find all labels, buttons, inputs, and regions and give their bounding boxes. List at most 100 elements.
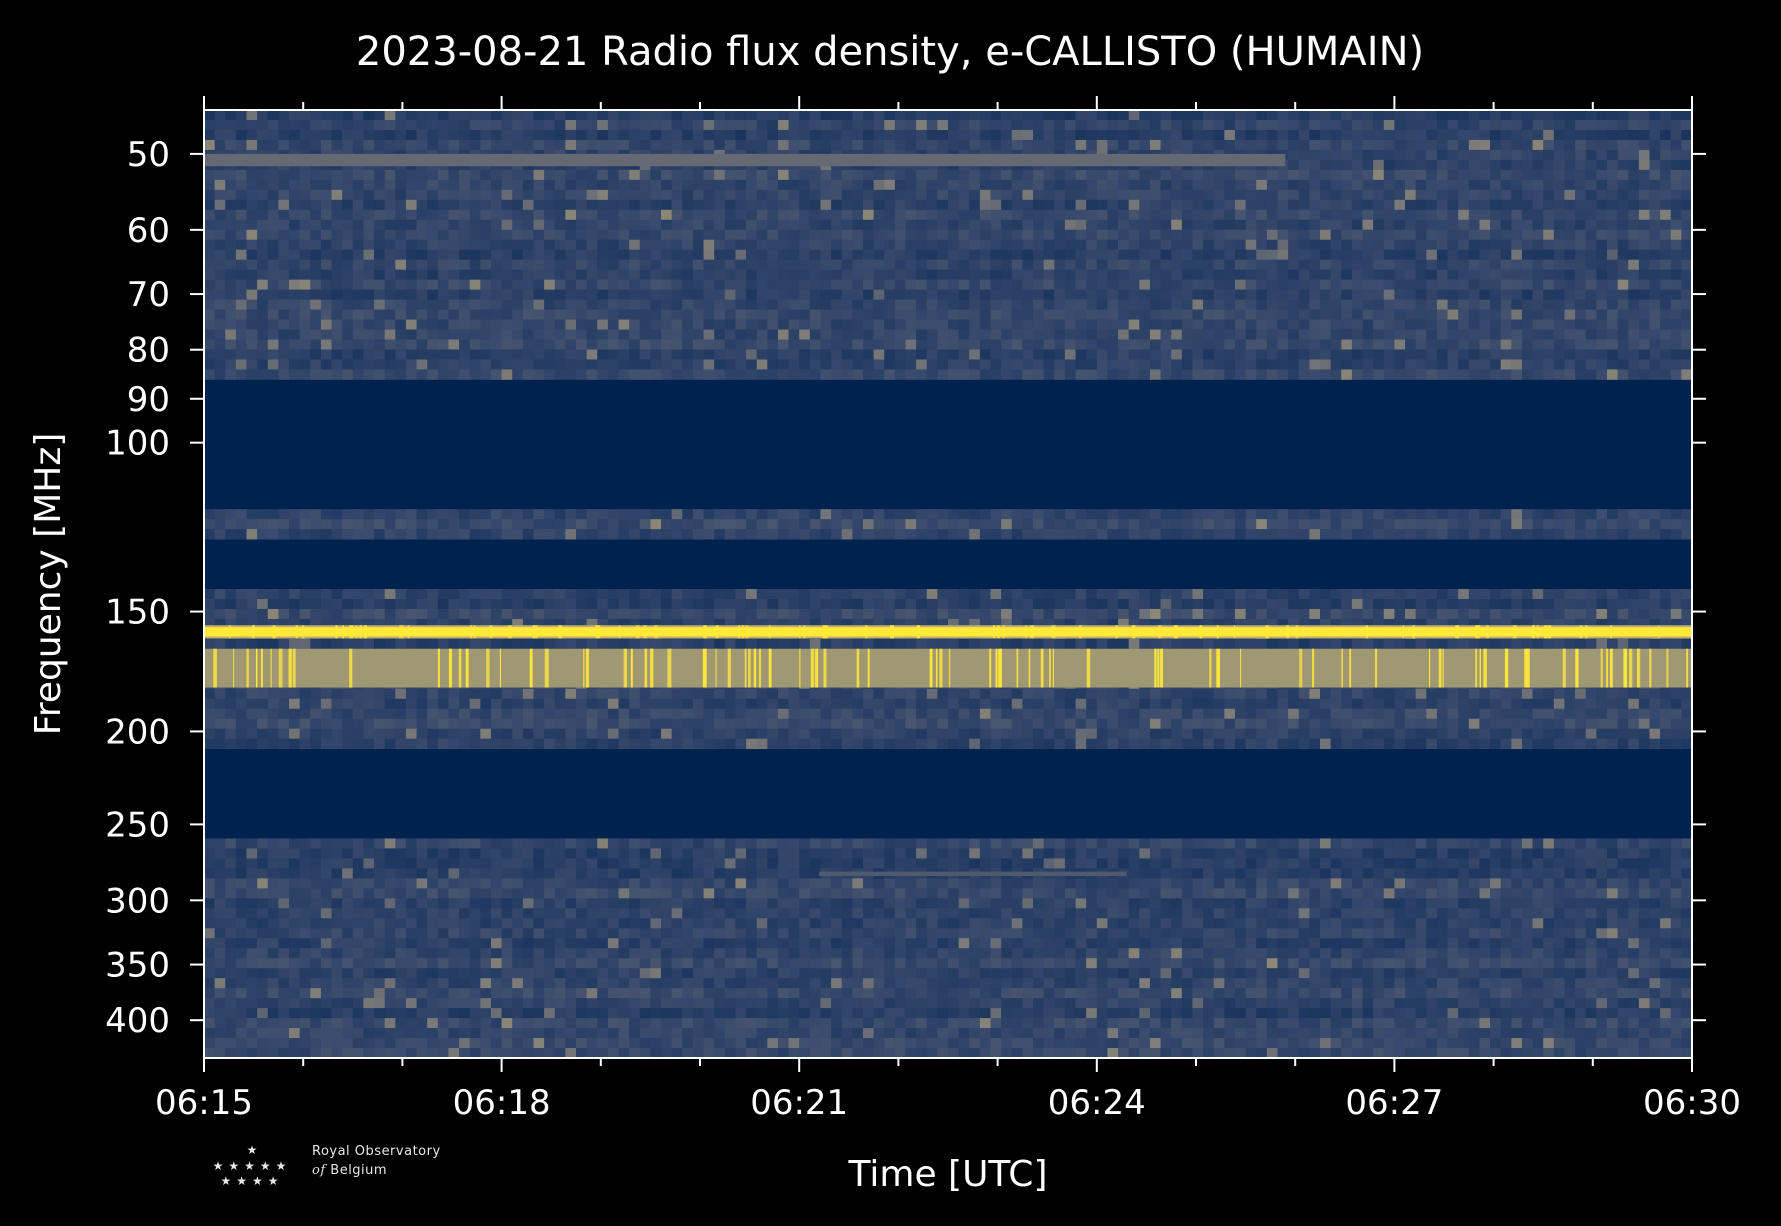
spectrogram-cell bbox=[1394, 519, 1406, 530]
spectrogram-cell bbox=[586, 339, 598, 350]
spectrogram-cell bbox=[1511, 618, 1523, 630]
spectrogram-cell bbox=[703, 269, 715, 281]
spectrogram-cell bbox=[374, 179, 386, 191]
spectrogram-cell bbox=[469, 229, 481, 241]
spectrogram-cell bbox=[1511, 249, 1523, 261]
spectrogram-cell bbox=[607, 598, 620, 610]
spectrogram-cell bbox=[469, 110, 481, 121]
spectrogram-cell bbox=[831, 279, 843, 291]
spectrogram-cell bbox=[459, 239, 471, 251]
spectrogram-cell bbox=[257, 169, 269, 181]
spectrogram-cell bbox=[1075, 259, 1087, 271]
spectrogram-cell bbox=[735, 608, 747, 620]
spectrogram-cell bbox=[979, 229, 992, 241]
spectrogram-cell bbox=[1436, 588, 1449, 600]
spectrogram-cell bbox=[320, 289, 333, 300]
spectrogram-cell bbox=[1277, 229, 1289, 241]
spectrogram-cell bbox=[756, 529, 768, 540]
spectrogram-cell bbox=[522, 588, 535, 600]
spectrogram-cell bbox=[1543, 139, 1555, 151]
spectrogram-cell bbox=[1351, 359, 1364, 370]
spectrogram-cell bbox=[512, 618, 524, 630]
spectrogram-cell bbox=[799, 119, 811, 131]
spectrogram-cell bbox=[1107, 239, 1119, 251]
spectrogram-cell bbox=[873, 509, 885, 520]
spectrogram-cell bbox=[714, 139, 726, 151]
spectrogram-cell bbox=[1543, 159, 1555, 171]
spectrogram-cell bbox=[437, 519, 450, 530]
spectrogram-cell bbox=[1681, 369, 1693, 380]
spectrogram-cell bbox=[1288, 608, 1300, 620]
spectrogram-cell bbox=[490, 129, 503, 141]
spectrogram-cell bbox=[1086, 359, 1098, 370]
spectrogram-cell bbox=[1139, 369, 1151, 380]
spectrogram-cell bbox=[1203, 219, 1215, 231]
spectrogram-cell bbox=[1532, 608, 1544, 620]
spectrogram-cell bbox=[788, 359, 800, 370]
spectrogram-cell bbox=[969, 359, 981, 370]
spectrogram-cell bbox=[1660, 279, 1672, 291]
spectrogram-cell bbox=[522, 638, 535, 650]
spectrogram-cell bbox=[841, 529, 853, 540]
spectrogram-cell bbox=[512, 369, 524, 380]
spectrogram-cell bbox=[1490, 189, 1502, 201]
spectrogram-cell bbox=[1266, 289, 1279, 300]
spectrogram-cell bbox=[1160, 249, 1172, 261]
spectrogram-cell bbox=[809, 309, 822, 320]
spectrogram-cell bbox=[639, 110, 651, 121]
spectrogram-cell bbox=[384, 509, 396, 520]
spectrogram-cell bbox=[331, 279, 343, 291]
spectrogram-cell bbox=[299, 638, 311, 650]
spectrogram-cell bbox=[320, 249, 333, 261]
spectrogram-cell bbox=[1564, 279, 1576, 291]
spectrogram-cell bbox=[1234, 289, 1247, 300]
spectrogram-cell bbox=[597, 329, 609, 340]
spectrogram-cell bbox=[884, 349, 896, 360]
spectrogram-cell bbox=[1309, 359, 1321, 370]
spectrogram-cell bbox=[1373, 119, 1385, 131]
spectrogram-cell bbox=[1575, 219, 1587, 231]
spectrogram-cell bbox=[1575, 139, 1587, 151]
spectrogram-cell bbox=[650, 588, 662, 600]
spectrogram-cell bbox=[629, 179, 641, 191]
spectrogram-cell bbox=[1394, 598, 1406, 610]
spectrogram-cell bbox=[1139, 139, 1151, 151]
spectrogram-cell bbox=[278, 598, 290, 610]
spectrogram-cell bbox=[1553, 239, 1566, 251]
spectrogram-cell bbox=[225, 608, 237, 620]
spectrogram-cell bbox=[1405, 149, 1417, 161]
spectrogram-cell bbox=[1107, 259, 1119, 271]
spectrogram-cell bbox=[214, 229, 226, 241]
spectrogram-cell bbox=[937, 259, 949, 271]
spectrogram-cell bbox=[714, 309, 726, 320]
spectrogram-cell bbox=[1320, 239, 1332, 251]
spectrogram-cell bbox=[1309, 299, 1321, 310]
spectrogram-cell bbox=[1096, 179, 1109, 191]
spectrogram-cell bbox=[916, 598, 928, 610]
spectrogram-cell bbox=[331, 349, 343, 360]
spectrogram-cell bbox=[841, 299, 853, 310]
spectrogram-cell bbox=[1447, 519, 1459, 530]
spectrogram-cell bbox=[1054, 279, 1066, 291]
spectrogram-cell bbox=[597, 139, 609, 151]
spectrogram-cell bbox=[1054, 608, 1066, 620]
spectrogram-cell bbox=[1118, 289, 1130, 300]
spectrogram-cell bbox=[586, 179, 598, 191]
spectrogram-cell bbox=[204, 189, 216, 201]
spectrogram-cell bbox=[437, 509, 450, 520]
spectrogram-cell bbox=[1139, 249, 1151, 261]
spectrogram-row bbox=[204, 519, 1693, 530]
spectrogram-cell bbox=[1224, 618, 1236, 630]
spectrogram-cell bbox=[1500, 119, 1512, 131]
spectrogram-cell bbox=[459, 329, 471, 340]
spectrogram-cell bbox=[565, 309, 577, 320]
spectrogram-cell bbox=[554, 169, 566, 181]
spectrogram-cell bbox=[490, 279, 503, 291]
spectrogram-cell bbox=[1341, 289, 1353, 300]
spectrogram-cell bbox=[873, 359, 885, 370]
spectrogram-cell bbox=[809, 279, 822, 291]
spectrogram-cell bbox=[1511, 219, 1523, 231]
spectrogram-cell bbox=[1341, 319, 1353, 330]
spectrogram-cell bbox=[1064, 139, 1077, 151]
spectrogram-cell bbox=[235, 249, 248, 261]
